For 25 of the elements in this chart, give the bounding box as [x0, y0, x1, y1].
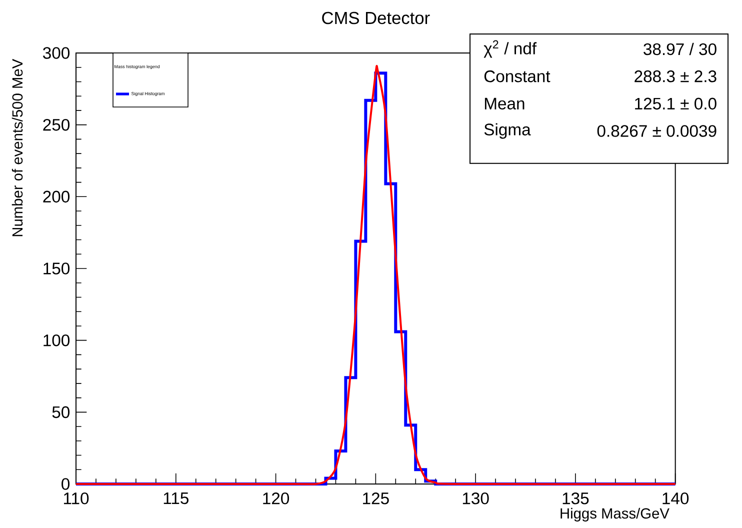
annotation: 0.8267 ± 0.0039: [597, 125, 716, 137]
y-tick-label: 0: [62, 478, 70, 490]
y-tick-label: 150: [44, 262, 70, 274]
annotation: 38.97 / 30: [644, 42, 716, 56]
x-axis-title: Higgs Mass/GeV: [560, 508, 670, 522]
annotation: Mean: [484, 98, 524, 110]
annotation: 288.3 ± 2.3: [634, 70, 716, 82]
y-tick-label: 200: [43, 190, 70, 203]
annotation: 125.1 ± 0.0: [635, 98, 716, 110]
x-tick-label: 120: [263, 492, 290, 504]
chart-title: CMS Detector: [322, 12, 430, 24]
x-tick-label: 110: [64, 492, 89, 504]
y-tick-label: 100: [44, 334, 70, 346]
x-tick-label: 135: [562, 492, 589, 504]
x-tick-label: 125: [363, 492, 389, 504]
y-axis-title: Number of events/500 MeV: [12, 58, 23, 236]
x-tick-label: 140: [662, 492, 689, 504]
y-tick-label: 250: [43, 118, 70, 131]
x-tick-label: 115: [164, 492, 188, 504]
y-tick-label: 50: [52, 406, 70, 418]
annotation: Sigma: [484, 123, 531, 139]
annotation: Constant: [484, 70, 550, 82]
x-tick-label: 130: [462, 492, 489, 504]
annotation: χ$^{2}$ / ndf: [484, 40, 537, 58]
y-tick-label: 300: [43, 47, 70, 59]
